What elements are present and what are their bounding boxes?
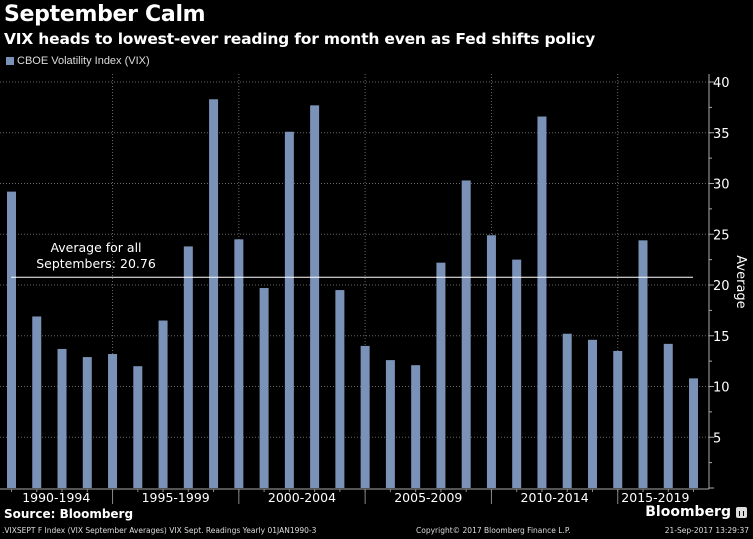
- bar-2000: [259, 288, 269, 488]
- x-group-label: 1995-1999: [142, 490, 210, 505]
- source-label: Source: Bloomberg: [4, 507, 134, 521]
- chart-title: September Calm: [4, 2, 206, 27]
- bar-2017: [689, 378, 699, 488]
- bar-1996: [158, 320, 168, 488]
- y-tick-label: 10: [713, 381, 730, 396]
- bar-2007: [436, 262, 446, 488]
- bar-2009: [486, 235, 496, 488]
- legend-swatch: [6, 57, 14, 65]
- bloomberg-terminal-icon: [736, 506, 747, 518]
- y-axis-label: Average: [733, 255, 748, 308]
- bar-2012: [562, 333, 572, 488]
- bar-1995: [133, 366, 143, 488]
- average-label-line2: Septembers: 20.76: [36, 256, 156, 271]
- bar-2008: [461, 180, 471, 488]
- footnote: .VIXSEPT F Index (VIX September Averages…: [2, 526, 317, 535]
- bar-2014: [613, 350, 623, 488]
- x-group-label: 2010-2014: [521, 490, 589, 505]
- bar-2010: [512, 259, 522, 488]
- bar-2001: [284, 131, 294, 489]
- bar-1998: [209, 99, 219, 488]
- bar-1990: [7, 191, 16, 488]
- legend-label: CBOE Volatility Index (VIX): [17, 55, 150, 67]
- brand-logo: Bloomberg: [645, 504, 747, 520]
- timestamp: 21-Sep-2017 13:29:37: [664, 526, 749, 535]
- bar-1999: [234, 239, 244, 488]
- bar-2003: [335, 290, 345, 488]
- bar-1993: [82, 357, 92, 488]
- bar-1992: [57, 348, 67, 488]
- y-tick-label: 25: [713, 228, 730, 243]
- bar-1994: [108, 354, 118, 488]
- bar-2005: [385, 360, 395, 488]
- y-tick-label: 20: [713, 279, 730, 294]
- bar-2016: [663, 343, 673, 488]
- x-group-label: 2015-2019: [621, 490, 689, 505]
- bar-2013: [587, 339, 597, 488]
- y-tick-label: 40: [713, 76, 730, 91]
- y-tick-label: 5: [713, 431, 721, 446]
- bar-2006: [411, 365, 421, 488]
- bar-2002: [310, 105, 320, 488]
- bar-1997: [183, 246, 193, 488]
- y-tick-label: 30: [713, 178, 730, 193]
- bar-1991: [32, 316, 42, 488]
- legend: CBOE Volatility Index (VIX): [6, 55, 150, 67]
- copyright: Copyright© 2017 Bloomberg Finance L.P.: [416, 526, 571, 535]
- chart-subtitle: VIX heads to lowest-ever reading for mon…: [4, 30, 595, 48]
- bar-2004: [360, 345, 370, 488]
- y-tick-label: 15: [713, 330, 730, 345]
- bar-2011: [537, 116, 547, 488]
- average-label-line1: Average for all: [50, 240, 141, 255]
- y-tick-label: 35: [713, 127, 730, 142]
- x-group-label: 2005-2009: [394, 490, 462, 505]
- brand-name: Bloomberg: [645, 504, 731, 520]
- x-group-label: 2000-2004: [268, 490, 336, 505]
- bar-2015: [638, 240, 648, 488]
- x-group-label: 1990-1994: [22, 490, 90, 505]
